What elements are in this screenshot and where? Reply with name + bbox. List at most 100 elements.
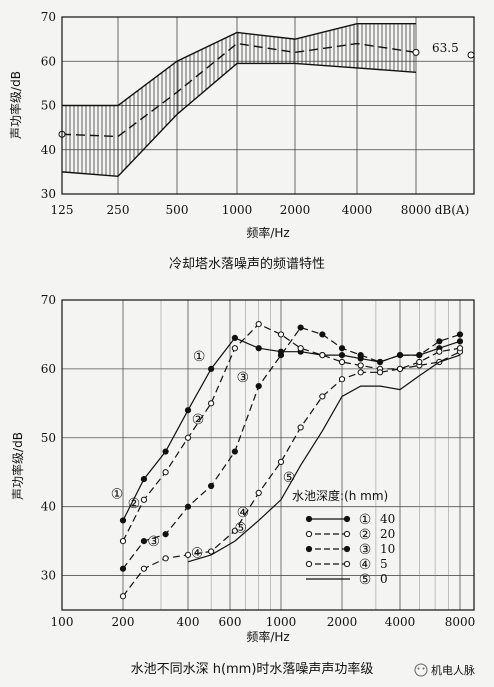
series-point-5 <box>119 593 127 600</box>
legend-point-5 <box>305 560 313 568</box>
chart2-ylabel: 声功率级/dB <box>10 432 25 500</box>
series-point-20 <box>338 358 346 366</box>
series-point-5 <box>456 345 464 352</box>
series-point-5 <box>231 527 238 534</box>
chart1-frame <box>61 16 475 195</box>
series-point-5 <box>255 489 262 496</box>
chart2-xtick-label: 1000 <box>266 615 297 629</box>
series-marker-label-10: ③ <box>147 534 160 550</box>
mean-line-end-point <box>412 48 420 56</box>
dba-marker-outside <box>467 51 475 59</box>
series-marker-label-40: ① <box>193 349 206 365</box>
chart2-xtick-label: 600 <box>219 615 242 629</box>
series-point-5 <box>208 548 215 555</box>
legend-point-5 <box>343 560 351 568</box>
series-line-0 <box>187 354 461 563</box>
series-point-5 <box>357 369 364 376</box>
band-upper-line <box>62 22 416 107</box>
series-point-40 <box>338 352 346 359</box>
legend-marker-20: ② <box>359 527 372 543</box>
legend-label-20: 20 <box>380 527 395 541</box>
chart1-xlabel: 频率/Hz <box>246 225 289 240</box>
chart1-xtick-label: 4000 <box>342 203 373 217</box>
chart1-ytick-label: 30 <box>41 187 56 201</box>
chart1-xtick-label: 250 <box>107 203 130 217</box>
series-point-10 <box>208 482 215 490</box>
chart1-ytick-label: 70 <box>41 10 56 24</box>
series-point-10 <box>319 331 326 338</box>
series-point-40 <box>184 407 192 414</box>
wechat-icon-eye <box>417 667 420 670</box>
chart2-xtick-label: 100 <box>51 615 74 629</box>
series-point-5 <box>140 565 148 572</box>
series-point-20 <box>162 469 169 476</box>
chart1-xtick-label: 125 <box>51 203 74 217</box>
wechat-icon <box>414 663 428 677</box>
chart2-ytick-label: 40 <box>41 500 56 514</box>
series-point-40 <box>208 365 215 372</box>
legend-marker-40: ① <box>359 512 372 528</box>
series-point-10 <box>140 538 148 545</box>
series-point-10 <box>436 338 443 345</box>
chart2-xtick-label: 200 <box>112 615 135 629</box>
chart1-xtick-label: 1000 <box>222 203 253 217</box>
chart1-xtick-label: 2000 <box>280 203 311 217</box>
legend-point-40 <box>343 515 351 523</box>
series-point-5 <box>184 551 192 558</box>
series-marker-label-5: ④ <box>237 505 250 521</box>
series-point-10 <box>376 358 384 366</box>
chart2-grid <box>62 299 474 610</box>
series-point-10 <box>338 345 346 352</box>
series-point-40 <box>255 345 262 352</box>
series-point-10 <box>277 352 285 359</box>
series-marker-label-0: ⑤ <box>283 470 296 486</box>
spectrum-chart: 30 40 50 60 70 125 250 500 1000 2000 4000 8000 dB(A)… <box>8 10 475 272</box>
legend-point-10 <box>305 545 313 553</box>
series-point-5 <box>297 424 304 431</box>
legend-point-20 <box>305 530 313 538</box>
series-point-40 <box>140 476 148 483</box>
series-marker-label-10: ③ <box>236 370 249 386</box>
series-line-20 <box>122 323 461 542</box>
chart2-ytick-label: 60 <box>41 362 56 376</box>
series-point-20 <box>357 362 364 369</box>
mean-line <box>61 42 417 138</box>
legend-marker-5: ④ <box>359 557 372 573</box>
chart2-xtick-label: 2000 <box>327 615 358 629</box>
chart1-grid <box>62 16 474 195</box>
legend-point-40 <box>305 515 313 523</box>
chart2-xtick-label: 8000 <box>445 615 476 629</box>
series-marker-label-20: ② <box>128 496 141 512</box>
series-point-5 <box>338 376 346 383</box>
legend-label-0: 0 <box>380 572 388 586</box>
legend-label-5: 5 <box>380 557 388 571</box>
chart1-ylabel: 声功率级/dB <box>8 71 23 139</box>
series-point-20 <box>255 321 262 328</box>
series-point-20 <box>231 345 238 352</box>
series-point-5 <box>396 365 404 372</box>
series-point-10 <box>119 565 127 572</box>
legend-marker-10: ③ <box>359 542 372 558</box>
chart2-xtick-label: 4000 <box>385 615 416 629</box>
series-point-40 <box>231 334 238 341</box>
legend-point-20 <box>343 530 351 538</box>
legend-label-10: 10 <box>380 542 395 556</box>
series-point-20 <box>277 331 285 338</box>
chart2-title: 水池不同水深 h(mm)时水落噪声声功率级 <box>131 661 374 677</box>
series-point-20 <box>184 434 192 441</box>
series-point-10 <box>416 352 423 359</box>
series-point-10 <box>255 383 262 390</box>
series-marker-label-20: ② <box>192 412 205 428</box>
chart2-ytick-label: 70 <box>41 293 56 307</box>
series-point-5 <box>277 458 285 465</box>
band-lower-line <box>61 62 417 178</box>
chart1-ytick-label: 40 <box>41 143 56 157</box>
chart2-xtick-label: 400 <box>177 615 200 629</box>
series-point-40 <box>162 448 169 455</box>
series-marker-label-5: ④ <box>191 545 204 561</box>
chart2-ytick-label: 50 <box>41 431 56 445</box>
